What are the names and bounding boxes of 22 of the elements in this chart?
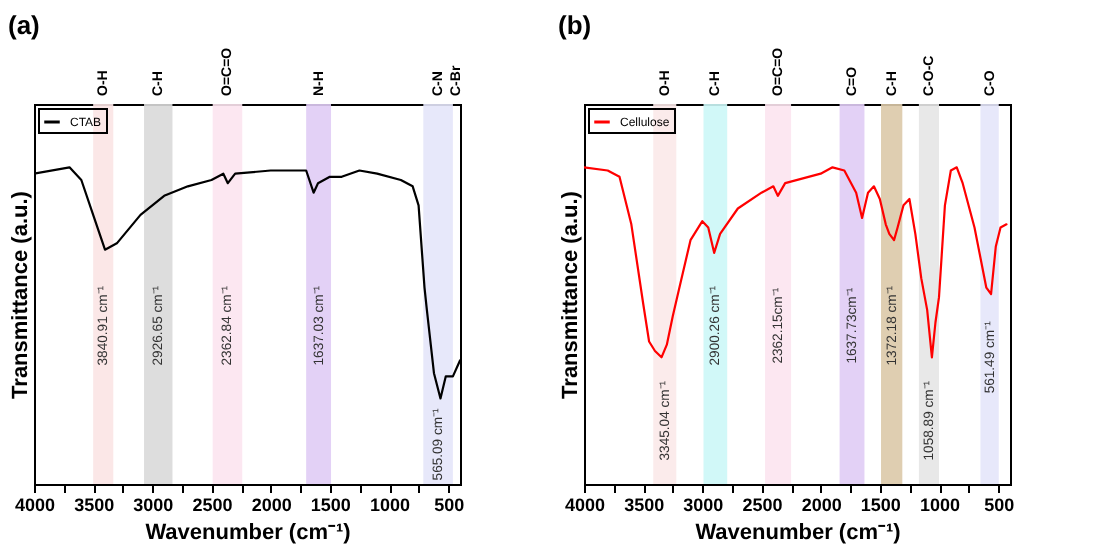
x-tick-label: 1000 xyxy=(919,495,961,515)
x-tick-label: 3500 xyxy=(624,495,665,515)
x-tick-label: 2500 xyxy=(192,495,233,515)
chart-title: (a) xyxy=(8,9,40,40)
x-tick-label: 3000 xyxy=(683,495,724,515)
x-tick-label: 1500 xyxy=(860,495,901,515)
x-tick-label: 4000 xyxy=(14,495,56,515)
y-axis-title: Transmittance (a.u.) xyxy=(559,190,583,399)
chart-title: (b) xyxy=(558,9,592,40)
y-axis-title: Transmittance (a.u.) xyxy=(9,190,33,399)
x-tick-label: 2000 xyxy=(251,495,292,515)
x-tick-label: 3000 xyxy=(133,495,174,515)
x-tick-label: 500 xyxy=(434,495,465,515)
x-tick-label: 1500 xyxy=(310,495,351,515)
x-tick-label: 3500 xyxy=(74,495,115,515)
x-axis-title: Wavenumber (cm⁻¹) xyxy=(695,521,902,545)
x-tick-label: 1000 xyxy=(369,495,411,515)
x-tick-label: 2000 xyxy=(801,495,842,515)
x-axis-title: Wavenumber (cm⁻¹) xyxy=(145,521,352,545)
x-tick-label: 500 xyxy=(984,495,1015,515)
x-tick-label: 4000 xyxy=(564,495,606,515)
x-tick-label: 2500 xyxy=(742,495,783,515)
